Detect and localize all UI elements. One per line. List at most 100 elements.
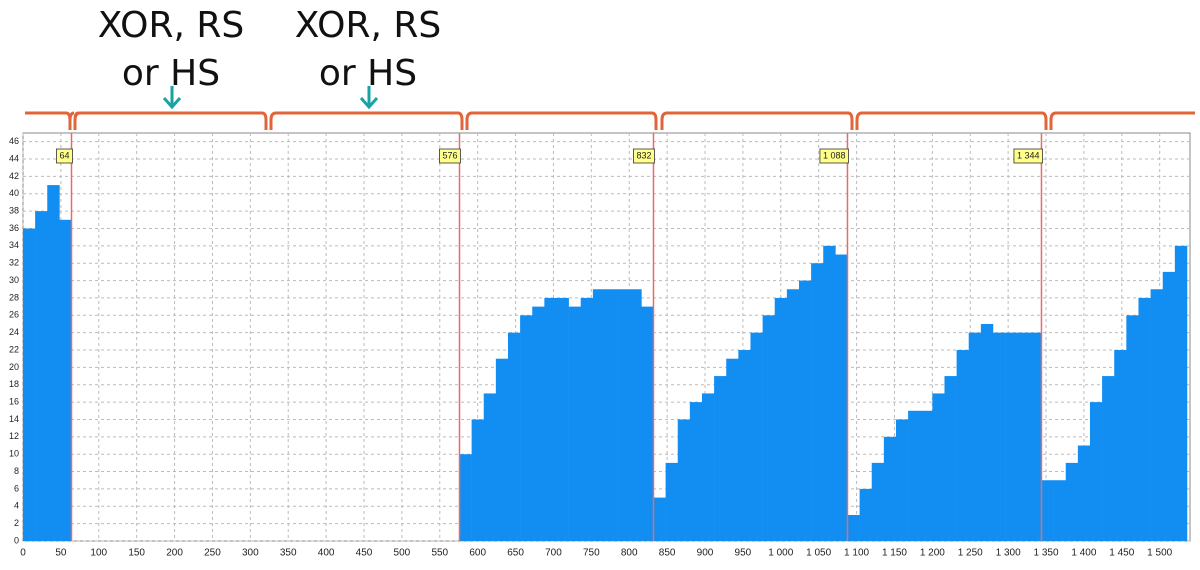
y-tick-label: 0 <box>14 535 19 545</box>
x-tick-label: 900 <box>697 548 714 559</box>
bar <box>968 332 982 541</box>
bar <box>59 219 72 541</box>
x-tick-label: 350 <box>280 548 297 559</box>
bar <box>714 376 727 541</box>
arrows <box>162 86 379 110</box>
bar <box>689 402 703 541</box>
y-tick-label: 22 <box>9 344 19 354</box>
bar <box>738 350 751 541</box>
x-tick-label: 400 <box>318 548 335 559</box>
y-tick-label: 32 <box>9 258 19 268</box>
bar <box>1065 462 1079 541</box>
bar <box>568 306 582 541</box>
x-tick-label: 0 <box>20 548 26 559</box>
marker-label: 1 088 <box>823 150 846 160</box>
bar <box>835 254 848 541</box>
y-tick-label: 38 <box>9 206 19 216</box>
bar <box>1162 271 1176 541</box>
y-tick-label: 46 <box>9 136 19 146</box>
x-tick-label: 100 <box>90 548 107 559</box>
bar <box>653 497 666 541</box>
bar <box>507 332 521 541</box>
y-tick-label: 6 <box>14 483 19 493</box>
y-tick-label: 8 <box>14 466 19 476</box>
bar <box>992 332 1006 541</box>
bar <box>483 393 497 541</box>
y-tick-label: 30 <box>9 275 19 285</box>
bar <box>459 454 472 541</box>
x-tick-label: 550 <box>431 548 448 559</box>
bar <box>1017 332 1030 541</box>
y-tick-label: 20 <box>9 362 19 372</box>
x-tick-label: 700 <box>545 548 562 559</box>
bar <box>580 297 594 541</box>
y-tick-label: 10 <box>9 449 19 459</box>
bar <box>823 245 836 541</box>
marker-label-box <box>819 148 849 164</box>
bar <box>920 410 933 541</box>
annotation: XOR, RS or HS <box>294 5 442 94</box>
bar <box>617 289 630 541</box>
annotation: XOR, RS or HS <box>97 5 245 94</box>
bar <box>811 263 824 541</box>
bar <box>592 289 606 541</box>
bar <box>944 376 957 541</box>
bar <box>1029 332 1042 541</box>
bar <box>495 358 509 541</box>
x-tick-label: 1 450 <box>1109 548 1134 559</box>
x-tick-label: 1 500 <box>1147 548 1172 559</box>
x-tick-label: 1 000 <box>768 548 793 559</box>
y-tick-label: 12 <box>9 431 19 441</box>
bar <box>1174 245 1188 541</box>
bar <box>1005 332 1018 541</box>
x-tick-label: 800 <box>621 548 638 559</box>
bar <box>677 419 691 541</box>
bar <box>1089 402 1103 541</box>
x-tick-label: 200 <box>166 548 183 559</box>
bar <box>1041 480 1054 541</box>
x-tick-label: 500 <box>394 548 411 559</box>
y-tick-label: 34 <box>9 240 19 250</box>
y-tick-label: 14 <box>9 414 19 424</box>
x-tick-label: 1 150 <box>882 548 907 559</box>
bar <box>847 514 860 541</box>
x-tick-label: 1 050 <box>806 548 831 559</box>
marker-label-box <box>439 148 461 164</box>
bar <box>556 297 569 541</box>
x-tick-label: 650 <box>507 548 524 559</box>
x-tick-label: 450 <box>356 548 373 559</box>
y-tick-label: 26 <box>9 310 19 320</box>
marker-label-box <box>1013 148 1043 164</box>
bar <box>47 185 60 541</box>
marker-label-box <box>633 148 655 164</box>
bar <box>1150 289 1164 541</box>
x-tick-label: 750 <box>583 548 600 559</box>
braces <box>25 111 1195 130</box>
x-tick-label: 1 250 <box>958 548 983 559</box>
bar <box>1102 376 1115 541</box>
bar <box>871 462 885 541</box>
y-tick-label: 4 <box>14 501 19 511</box>
y-tick-label: 42 <box>9 171 19 181</box>
x-tick-label: 300 <box>242 548 259 559</box>
bar <box>750 332 763 541</box>
bar <box>1077 445 1091 541</box>
x-tick-label: 250 <box>204 548 221 559</box>
y-tick-label: 2 <box>14 518 19 528</box>
bar <box>665 462 679 541</box>
bar <box>701 393 715 541</box>
bar <box>641 306 654 541</box>
bar <box>726 358 739 541</box>
bar <box>629 289 642 541</box>
x-tick-label: 150 <box>128 548 145 559</box>
marker-label-box <box>56 148 73 164</box>
bar <box>774 297 788 541</box>
bar <box>956 350 970 541</box>
bar <box>544 297 557 541</box>
y-tick-label: 28 <box>9 292 19 302</box>
x-tick-label: 1 400 <box>1071 548 1096 559</box>
bar <box>1114 350 1127 541</box>
x-tick-label: 600 <box>469 548 486 559</box>
bar <box>908 410 921 541</box>
